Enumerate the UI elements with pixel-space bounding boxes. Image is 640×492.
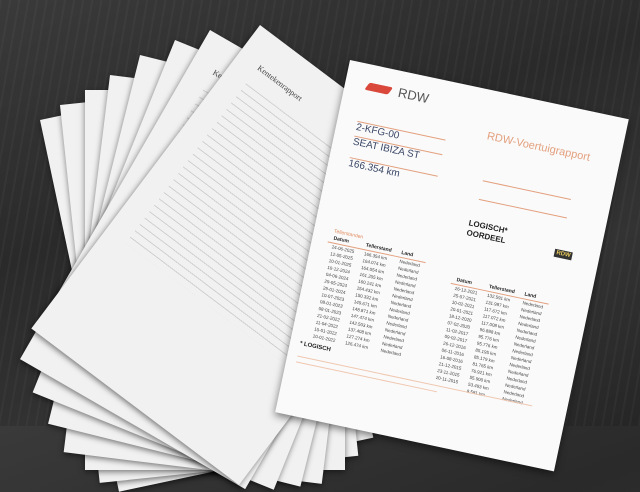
date-info <box>478 180 571 219</box>
rdw-logo-icon <box>364 82 394 95</box>
rdw-check-logo: RDW <box>553 248 574 261</box>
report-title: RDW-Voertuigrapport <box>485 130 592 164</box>
brand-name: RDW <box>396 84 431 107</box>
verdict-badge: LOGISCH* OORDEEL <box>466 218 509 246</box>
label-line <box>478 198 567 219</box>
odometer-table-left: Datum Tellerstand Land 24-06-2025 166.354 km… <box>307 234 428 359</box>
label-line <box>482 180 571 200</box>
rdw-logo: RDW <box>364 78 431 107</box>
vehicle-info: 2-KFG-00 SEAT IBIZA ST 166.354 km <box>347 120 446 191</box>
